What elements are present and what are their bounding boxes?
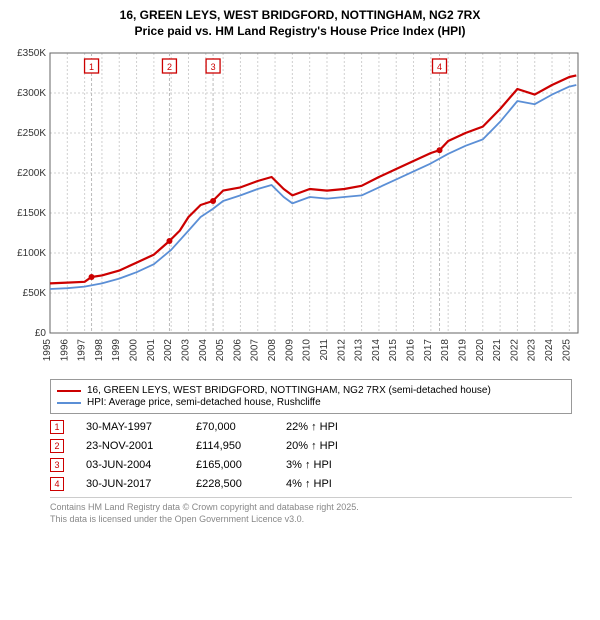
svg-text:2010: 2010 bbox=[302, 339, 313, 362]
svg-text:2006: 2006 bbox=[232, 339, 243, 362]
svg-text:3: 3 bbox=[211, 62, 216, 72]
title-line2: Price paid vs. HM Land Registry's House … bbox=[8, 24, 592, 40]
svg-text:2015: 2015 bbox=[388, 339, 399, 362]
transaction-row: 3 03-JUN-2004£165,0003% ↑ HPI bbox=[50, 458, 572, 472]
transaction-price: £114,950 bbox=[196, 440, 286, 452]
transaction-pct: 22% ↑ HPI bbox=[286, 421, 366, 433]
svg-text:2020: 2020 bbox=[475, 339, 486, 362]
transaction-price: £228,500 bbox=[196, 478, 286, 490]
svg-text:£350K: £350K bbox=[17, 48, 46, 59]
svg-text:£200K: £200K bbox=[17, 168, 46, 179]
footer-line2: This data is licensed under the Open Gov… bbox=[50, 514, 572, 526]
legend-swatch bbox=[57, 390, 81, 392]
chart-title: 16, GREEN LEYS, WEST BRIDGFORD, NOTTINGH… bbox=[8, 8, 592, 39]
price-chart: £0 £50K £100K £150K £200K £250K £300K £350K 1995… bbox=[8, 45, 592, 375]
svg-text:1995: 1995 bbox=[42, 339, 53, 362]
svg-text:2013: 2013 bbox=[354, 339, 365, 362]
transaction-marker: 3 bbox=[50, 458, 64, 472]
svg-text:£100K: £100K bbox=[17, 248, 46, 259]
legend-swatch bbox=[57, 402, 81, 404]
transaction-marker: 4 bbox=[50, 477, 64, 491]
svg-text:4: 4 bbox=[437, 62, 442, 72]
svg-text:2024: 2024 bbox=[544, 339, 555, 362]
transaction-price: £165,000 bbox=[196, 459, 286, 471]
transaction-row: 4 30-JUN-2017£228,5004% ↑ HPI bbox=[50, 477, 572, 491]
svg-text:1997: 1997 bbox=[77, 339, 88, 362]
title-line1: 16, GREEN LEYS, WEST BRIDGFORD, NOTTINGH… bbox=[8, 8, 592, 24]
svg-text:£0: £0 bbox=[35, 328, 47, 339]
svg-text:2007: 2007 bbox=[250, 339, 261, 362]
legend: 16, GREEN LEYS, WEST BRIDGFORD, NOTTINGH… bbox=[50, 379, 572, 414]
svg-text:2: 2 bbox=[167, 62, 172, 72]
legend-label: HPI: Average price, semi-detached house,… bbox=[87, 397, 321, 408]
svg-text:2003: 2003 bbox=[180, 339, 191, 362]
svg-text:2019: 2019 bbox=[457, 339, 468, 362]
transaction-date: 03-JUN-2004 bbox=[86, 459, 196, 471]
svg-text:2012: 2012 bbox=[336, 339, 347, 362]
svg-text:£250K: £250K bbox=[17, 128, 46, 139]
svg-text:£150K: £150K bbox=[17, 208, 46, 219]
svg-text:2004: 2004 bbox=[198, 339, 209, 362]
transaction-price: £70,000 bbox=[196, 421, 286, 433]
footer-note: Contains HM Land Registry data © Crown c… bbox=[50, 497, 572, 525]
transaction-date: 30-JUN-2017 bbox=[86, 478, 196, 490]
chart-svg: £0 £50K £100K £150K £200K £250K £300K £350K 1995… bbox=[8, 45, 592, 375]
transaction-date: 23-NOV-2001 bbox=[86, 440, 196, 452]
transaction-marker: 2 bbox=[50, 439, 64, 453]
transaction-date: 30-MAY-1997 bbox=[86, 421, 196, 433]
svg-text:£50K: £50K bbox=[23, 288, 47, 299]
svg-text:£300K: £300K bbox=[17, 88, 46, 99]
svg-text:1: 1 bbox=[89, 62, 94, 72]
svg-text:2023: 2023 bbox=[527, 339, 538, 362]
svg-text:2008: 2008 bbox=[267, 339, 278, 362]
svg-text:1999: 1999 bbox=[111, 339, 122, 362]
svg-text:2017: 2017 bbox=[423, 339, 434, 362]
svg-text:1996: 1996 bbox=[59, 339, 70, 362]
svg-text:2005: 2005 bbox=[215, 339, 226, 362]
svg-text:2018: 2018 bbox=[440, 339, 451, 362]
svg-text:2000: 2000 bbox=[129, 339, 140, 362]
svg-text:1998: 1998 bbox=[94, 339, 105, 362]
transaction-marker: 1 bbox=[50, 420, 64, 434]
legend-item: HPI: Average price, semi-detached house,… bbox=[57, 397, 565, 408]
svg-text:2022: 2022 bbox=[509, 339, 520, 362]
legend-label: 16, GREEN LEYS, WEST BRIDGFORD, NOTTINGH… bbox=[87, 385, 491, 396]
svg-text:2021: 2021 bbox=[492, 339, 503, 362]
svg-text:2011: 2011 bbox=[319, 339, 330, 361]
footer-line1: Contains HM Land Registry data © Crown c… bbox=[50, 502, 572, 514]
transaction-pct: 4% ↑ HPI bbox=[286, 478, 366, 490]
transaction-pct: 3% ↑ HPI bbox=[286, 459, 366, 471]
transaction-row: 1 30-MAY-1997£70,00022% ↑ HPI bbox=[50, 420, 572, 434]
transactions-table: 1 30-MAY-1997£70,00022% ↑ HPI 2 23-NOV-2001… bbox=[50, 420, 572, 491]
svg-text:2009: 2009 bbox=[284, 339, 295, 362]
transaction-row: 2 23-NOV-2001£114,95020% ↑ HPI bbox=[50, 439, 572, 453]
transaction-pct: 20% ↑ HPI bbox=[286, 440, 366, 452]
svg-text:2016: 2016 bbox=[406, 339, 417, 362]
svg-text:2014: 2014 bbox=[371, 339, 382, 362]
svg-text:2025: 2025 bbox=[561, 339, 572, 362]
svg-text:2001: 2001 bbox=[146, 339, 157, 362]
legend-item: 16, GREEN LEYS, WEST BRIDGFORD, NOTTINGH… bbox=[57, 385, 565, 396]
svg-text:2002: 2002 bbox=[163, 339, 174, 362]
